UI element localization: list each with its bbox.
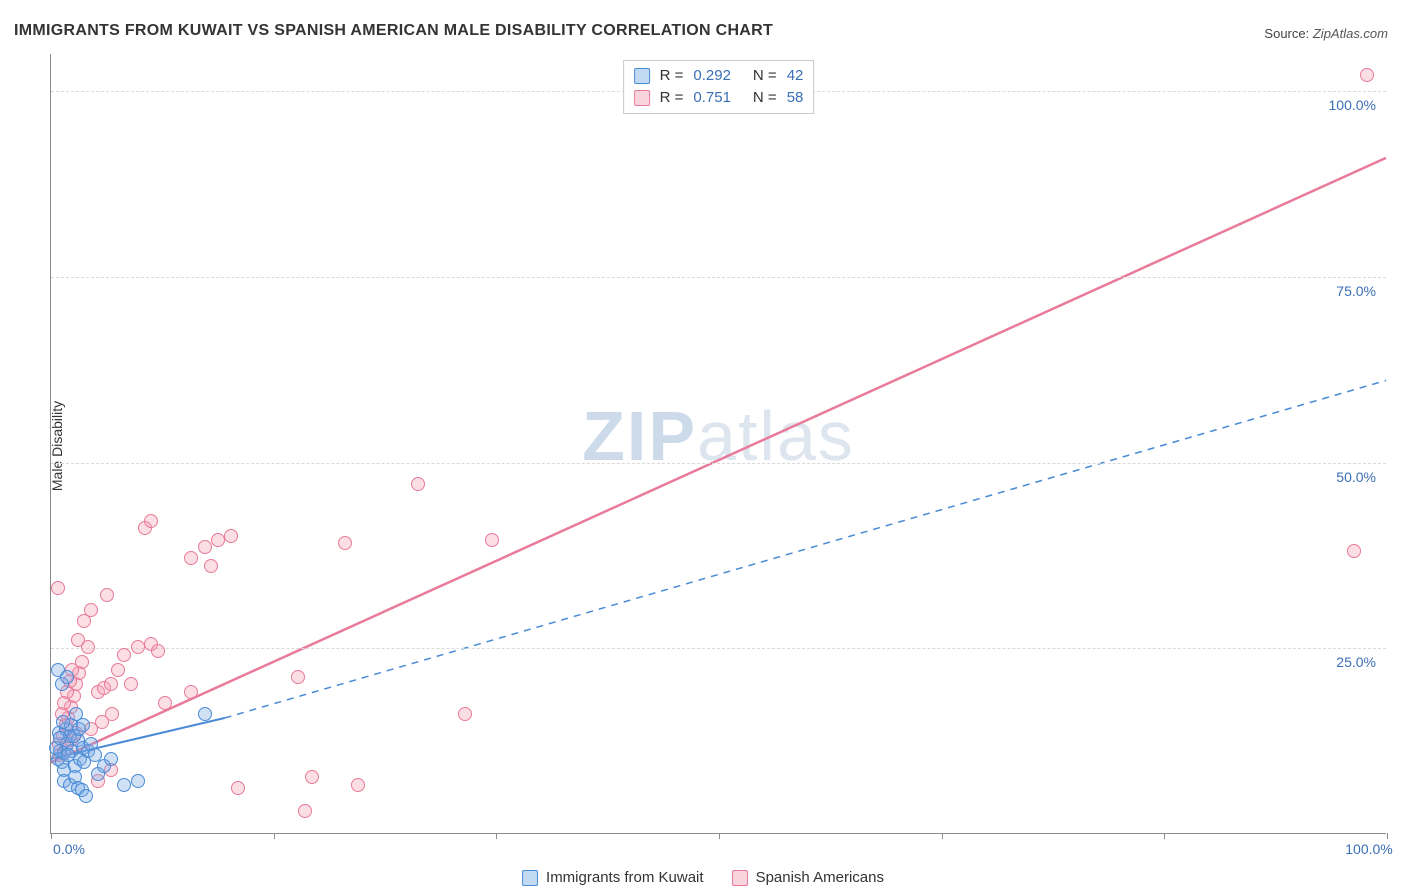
data-point-blue <box>117 778 131 792</box>
x-tick <box>496 833 497 839</box>
r-label: R = <box>660 87 684 109</box>
data-point-blue <box>131 774 145 788</box>
data-point-pink <box>204 559 218 573</box>
data-point-pink <box>231 781 245 795</box>
data-point-pink <box>111 663 125 677</box>
data-point-pink <box>485 533 499 547</box>
x-tick <box>942 833 943 839</box>
swatch-pink-icon <box>634 90 650 106</box>
trend-lines-layer <box>51 54 1386 833</box>
legend-stats-row-pink: R = 0.751 N = 58 <box>634 87 804 109</box>
data-point-pink <box>305 770 319 784</box>
legend-label-blue: Immigrants from Kuwait <box>546 869 704 886</box>
swatch-blue-icon <box>634 68 650 84</box>
data-point-pink <box>184 685 198 699</box>
legend-item-pink: Spanish Americans <box>732 869 884 886</box>
data-point-pink <box>458 707 472 721</box>
data-point-pink <box>117 648 131 662</box>
gridline-h <box>51 648 1386 649</box>
data-point-pink <box>71 633 85 647</box>
y-tick-label: 50.0% <box>1336 469 1376 485</box>
data-point-pink <box>184 551 198 565</box>
plot-area: ZIPatlas 25.0%50.0%75.0%100.0%0.0%100.0%… <box>50 54 1386 834</box>
swatch-pink-icon <box>732 870 748 886</box>
swatch-blue-icon <box>522 870 538 886</box>
data-point-pink <box>51 581 65 595</box>
y-tick-label: 100.0% <box>1329 97 1376 113</box>
legend-series-box: Immigrants from Kuwait Spanish Americans <box>522 869 884 886</box>
source-name: ZipAtlas.com <box>1313 26 1388 41</box>
gridline-h <box>51 463 1386 464</box>
data-point-blue <box>60 670 74 684</box>
legend-item-blue: Immigrants from Kuwait <box>522 869 704 886</box>
chart-title: IMMIGRANTS FROM KUWAIT VS SPANISH AMERIC… <box>14 22 773 40</box>
data-point-pink <box>338 536 352 550</box>
data-point-pink <box>411 477 425 491</box>
x-tick <box>1387 833 1388 839</box>
n-label: N = <box>753 87 777 109</box>
data-point-pink <box>291 670 305 684</box>
x-tick <box>51 833 52 839</box>
data-point-pink <box>351 778 365 792</box>
data-point-pink <box>105 707 119 721</box>
data-point-pink <box>1360 68 1374 82</box>
data-point-pink <box>211 533 225 547</box>
x-tick-label: 0.0% <box>53 841 85 857</box>
data-point-pink <box>224 529 238 543</box>
legend-stats-row-blue: R = 0.292 N = 42 <box>634 65 804 87</box>
gridline-h <box>51 277 1386 278</box>
source-prefix: Source: <box>1264 26 1309 41</box>
legend-stats-box: R = 0.292 N = 42 R = 0.751 N = 58 <box>623 60 815 114</box>
data-point-pink <box>131 640 145 654</box>
r-label: R = <box>660 65 684 87</box>
r-value-pink: 0.751 <box>693 87 731 109</box>
n-value-pink: 58 <box>787 87 804 109</box>
data-point-pink <box>124 677 138 691</box>
data-point-blue <box>104 752 118 766</box>
data-point-pink <box>144 514 158 528</box>
data-point-blue <box>198 707 212 721</box>
n-label: N = <box>753 65 777 87</box>
y-tick-label: 75.0% <box>1336 283 1376 299</box>
data-point-blue <box>76 718 90 732</box>
data-point-pink <box>104 677 118 691</box>
n-value-blue: 42 <box>787 65 804 87</box>
data-point-pink <box>84 603 98 617</box>
data-point-blue <box>56 715 70 729</box>
data-point-pink <box>298 804 312 818</box>
data-point-pink <box>158 696 172 710</box>
x-tick <box>1164 833 1165 839</box>
source-credit: Source: ZipAtlas.com <box>1264 26 1388 41</box>
data-point-blue <box>53 731 67 745</box>
trend-line <box>51 158 1386 763</box>
data-point-pink <box>100 588 114 602</box>
data-point-blue <box>79 789 93 803</box>
legend-label-pink: Spanish Americans <box>756 869 884 886</box>
y-tick-label: 25.0% <box>1336 654 1376 670</box>
x-tick-label: 100.0% <box>1345 841 1392 857</box>
data-point-pink <box>1347 544 1361 558</box>
r-value-blue: 0.292 <box>693 65 731 87</box>
x-tick <box>719 833 720 839</box>
data-point-pink <box>151 644 165 658</box>
x-tick <box>274 833 275 839</box>
data-point-blue <box>61 748 75 762</box>
data-point-pink <box>198 540 212 554</box>
trend-line <box>225 380 1386 718</box>
